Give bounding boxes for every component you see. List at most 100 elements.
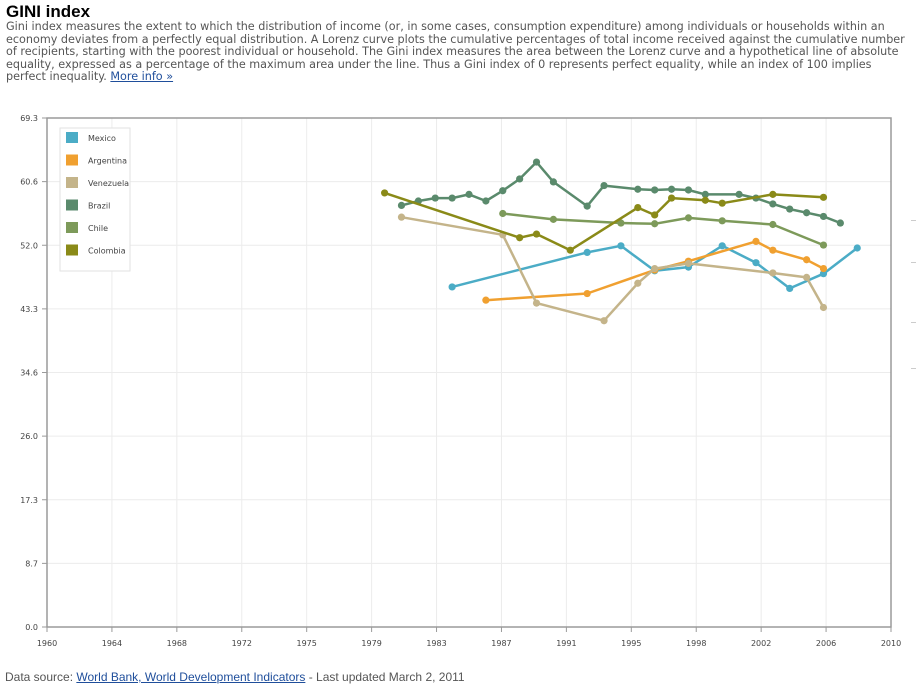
data-point-argentina[interactable] — [769, 246, 777, 254]
x-tick-label: 1968 — [167, 639, 187, 648]
data-point-brazil[interactable] — [634, 185, 642, 193]
data-point-brazil[interactable] — [836, 219, 844, 227]
data-point-brazil[interactable] — [431, 194, 439, 202]
y-tick-label: 69.3 — [20, 114, 38, 123]
y-tick-label: 43.3 — [20, 305, 38, 314]
data-point-argentina[interactable] — [752, 237, 760, 245]
data-point-brazil[interactable] — [600, 181, 608, 190]
data-point-colombia[interactable] — [667, 194, 676, 202]
x-tick-label: 1995 — [621, 639, 641, 648]
legend-item-brazil[interactable]: Brazil — [66, 199, 110, 211]
data-point-brazil[interactable] — [819, 212, 828, 221]
data-point-colombia[interactable] — [819, 193, 828, 201]
data-point-venezuela[interactable] — [397, 213, 406, 221]
data-point-colombia[interactable] — [769, 190, 777, 198]
y-tick-label: 34.6 — [20, 369, 38, 378]
data-point-colombia[interactable] — [566, 246, 574, 254]
data-point-chile[interactable] — [718, 217, 726, 225]
x-tick-label: 1972 — [232, 639, 252, 648]
data-source: Data source: World Bank, World Developme… — [5, 670, 465, 684]
data-point-colombia[interactable] — [718, 199, 726, 207]
data-point-brazil[interactable] — [583, 202, 591, 210]
data-point-brazil[interactable] — [482, 197, 490, 205]
data-point-brazil[interactable] — [786, 205, 794, 213]
data-point-mexico[interactable] — [448, 283, 456, 291]
data-point-chile[interactable] — [499, 209, 507, 218]
legend-item-venezuela[interactable]: Venezuela — [66, 177, 129, 188]
data-point-venezuela[interactable] — [600, 317, 608, 325]
data-point-chile[interactable] — [819, 241, 828, 249]
legend-item-argentina[interactable]: Argentina — [66, 154, 127, 166]
data-point-argentina[interactable] — [819, 264, 828, 273]
x-tick-label: 1987 — [491, 639, 511, 648]
series-chile — [499, 209, 828, 249]
legend-swatch — [66, 222, 78, 233]
y-tick-label: 26.0 — [20, 432, 38, 441]
data-point-brazil[interactable] — [684, 186, 693, 194]
x-tick-label: 2006 — [816, 639, 836, 648]
data-point-brazil[interactable] — [465, 190, 473, 198]
legend-swatch — [66, 132, 78, 143]
description-text: Gini index measures the extent to which … — [6, 20, 905, 84]
data-point-venezuela[interactable] — [684, 259, 693, 268]
data-point-venezuela[interactable] — [634, 279, 642, 287]
series-lines — [381, 158, 861, 325]
data-point-chile[interactable] — [549, 215, 558, 223]
legend-swatch — [66, 177, 78, 188]
axis-ticks: 1960 1964 1968 1972 1975 1979 1983 1987 1991 1995… — [20, 114, 901, 648]
data-point-brazil[interactable] — [701, 190, 709, 198]
data-point-venezuela[interactable] — [532, 299, 541, 307]
data-point-venezuela[interactable] — [651, 264, 659, 273]
data-point-chile[interactable] — [684, 214, 693, 222]
source-link[interactable]: World Bank, World Development Indicators — [76, 670, 306, 684]
data-point-argentina[interactable] — [803, 256, 811, 264]
data-point-brazil[interactable] — [499, 187, 507, 195]
data-point-colombia[interactable] — [701, 196, 709, 204]
data-point-mexico[interactable] — [786, 284, 794, 293]
indicator-description: Gini index measures the extent to which … — [6, 20, 911, 84]
data-point-mexico[interactable] — [583, 248, 591, 257]
y-tick-label: 60.6 — [20, 178, 38, 187]
legend-label: Mexico — [88, 134, 116, 143]
data-point-brazil[interactable] — [397, 201, 406, 210]
data-point-colombia[interactable] — [651, 211, 659, 219]
legend-item-colombia[interactable]: Colombia — [66, 244, 126, 256]
edge-marker — [911, 220, 916, 221]
data-point-colombia[interactable] — [634, 204, 642, 212]
data-point-mexico[interactable] — [718, 242, 726, 250]
data-point-venezuela[interactable] — [803, 273, 811, 281]
y-tick-label: 52.0 — [20, 241, 38, 250]
legend-swatch — [66, 199, 78, 211]
data-point-chile[interactable] — [769, 220, 777, 229]
data-point-venezuela[interactable] — [769, 269, 777, 277]
data-point-chile[interactable] — [617, 219, 625, 227]
data-point-brazil[interactable] — [532, 158, 541, 166]
data-point-brazil[interactable] — [735, 190, 743, 198]
data-point-mexico[interactable] — [617, 242, 625, 250]
data-point-brazil[interactable] — [803, 209, 811, 217]
data-point-argentina[interactable] — [482, 296, 490, 304]
page-title: GINI index — [6, 2, 91, 21]
data-point-brazil[interactable] — [549, 178, 558, 186]
data-point-brazil[interactable] — [667, 185, 676, 193]
legend-item-mexico[interactable]: Mexico — [66, 132, 116, 143]
more-info-link[interactable]: More info » — [110, 70, 174, 84]
x-tick-label: 1960 — [37, 639, 57, 648]
data-point-brazil[interactable] — [448, 194, 456, 202]
data-point-mexico[interactable] — [853, 244, 861, 252]
data-point-argentina[interactable] — [583, 289, 591, 298]
data-point-venezuela[interactable] — [819, 303, 828, 312]
data-point-colombia[interactable] — [516, 234, 524, 242]
data-point-mexico[interactable] — [819, 270, 828, 278]
legend-label: Venezuela — [88, 179, 129, 188]
data-point-colombia[interactable] — [532, 230, 541, 238]
data-point-colombia[interactable] — [381, 189, 389, 197]
x-tick-label: 1975 — [297, 639, 317, 648]
data-point-chile[interactable] — [651, 220, 659, 228]
data-point-brazil[interactable] — [651, 186, 659, 194]
legend-item-chile[interactable]: Chile — [66, 222, 108, 233]
data-point-mexico[interactable] — [752, 259, 760, 267]
series-brazil — [397, 158, 844, 227]
data-point-brazil[interactable] — [769, 200, 777, 208]
data-point-brazil[interactable] — [516, 175, 524, 183]
